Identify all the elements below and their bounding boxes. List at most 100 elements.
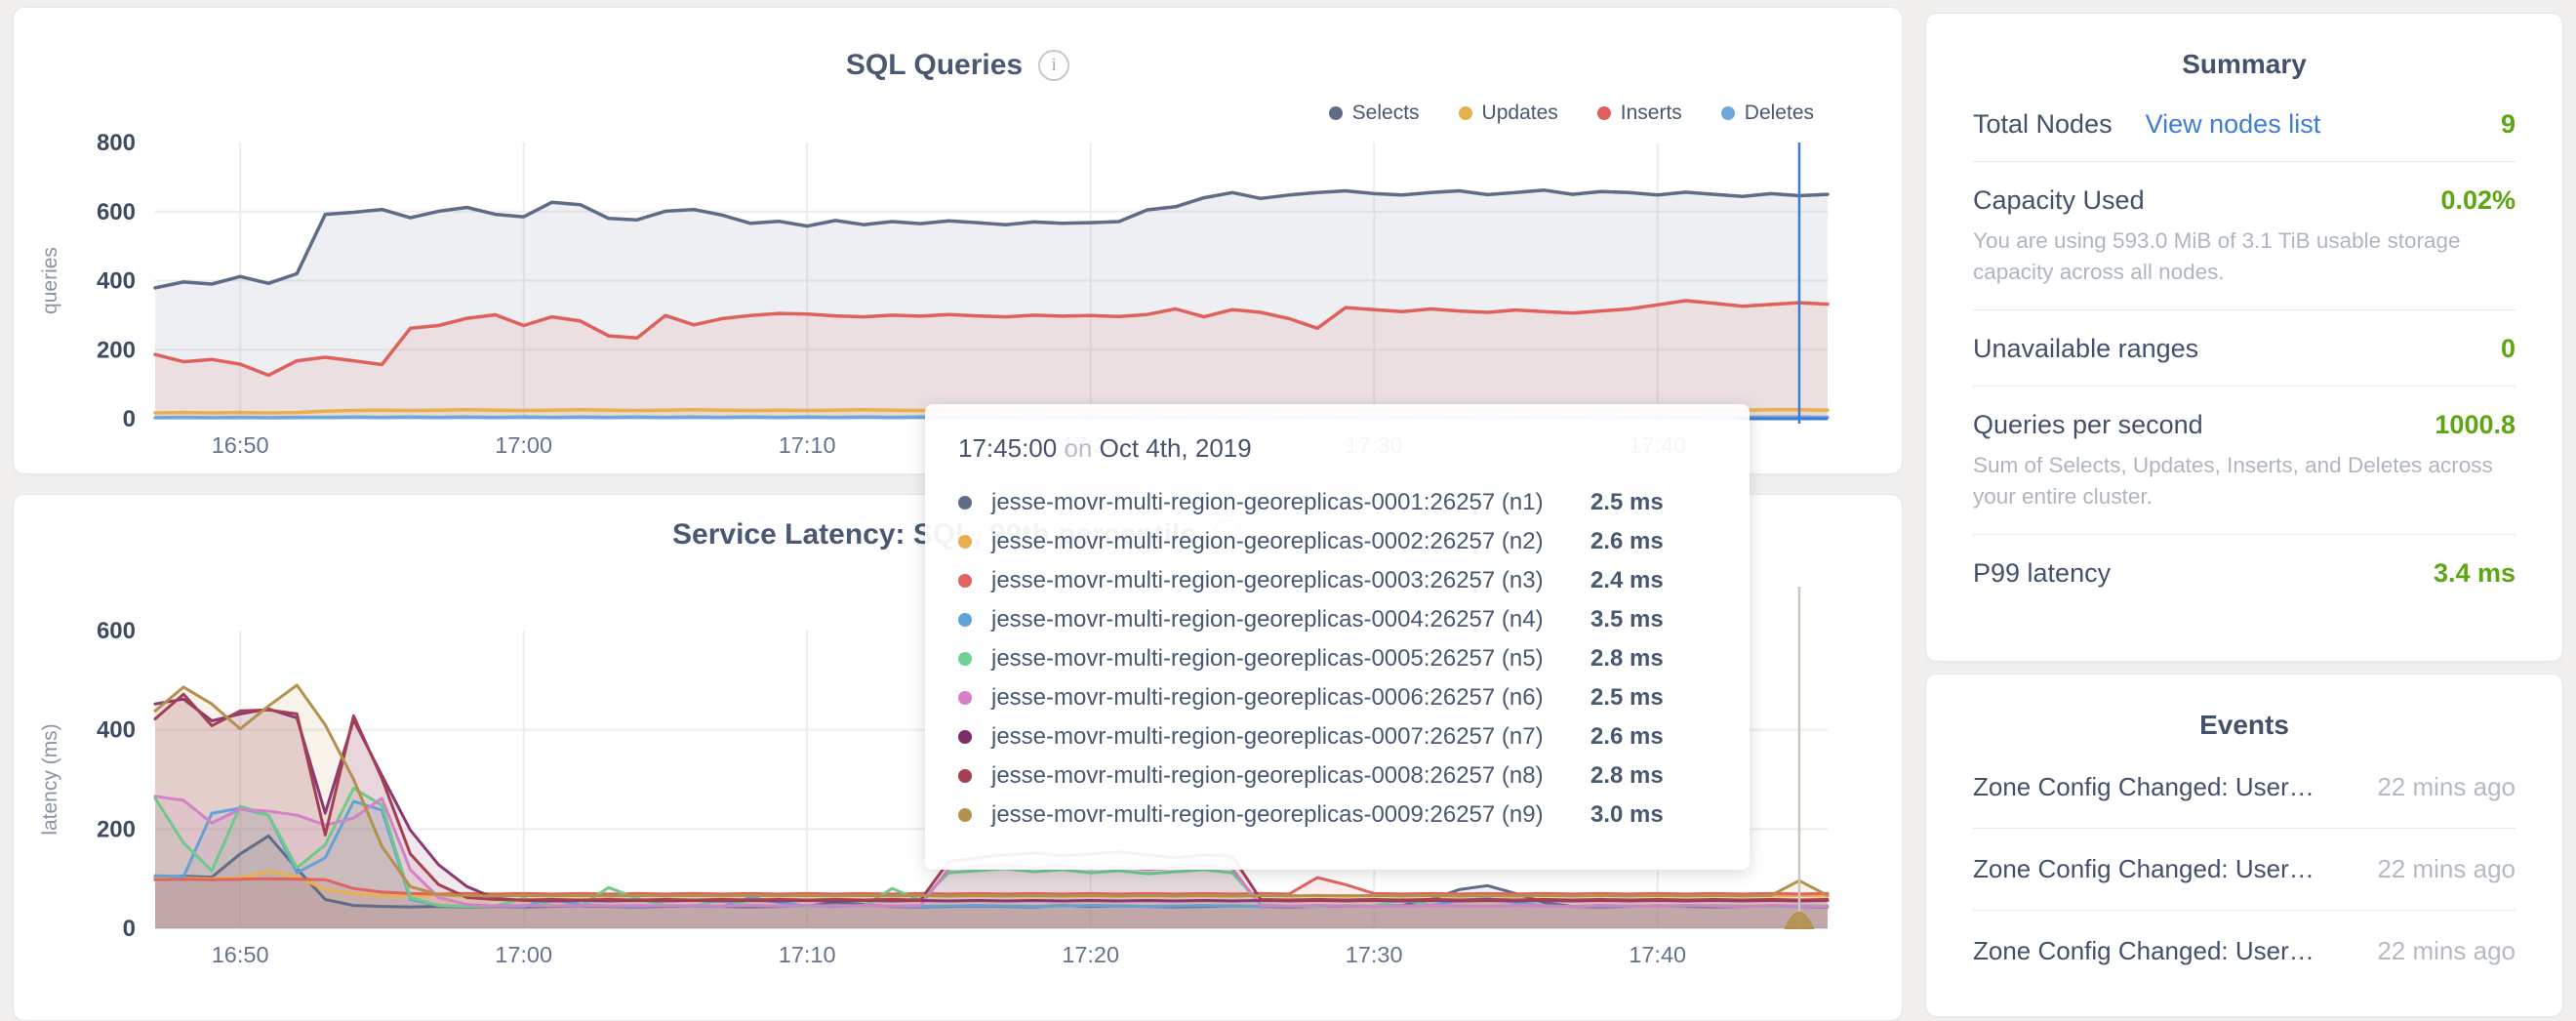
legend-dot (1328, 106, 1343, 120)
y-axis-tick-label: 800 (97, 130, 136, 156)
x-axis-tick-label: 17:40 (1629, 942, 1686, 967)
legend-item-deletes[interactable]: Deletes (1720, 102, 1814, 125)
tooltip-node-row: jesse-movr-multi-region-georeplicas-0005… (958, 639, 1750, 678)
y-axis-title: queries (39, 247, 61, 314)
node-name: jesse-movr-multi-region-georeplicas-0009… (991, 801, 1544, 828)
qps-value: 1000.8 (2435, 409, 2516, 439)
total-nodes-value: 9 (2500, 109, 2516, 139)
x-axis-tick-label: 17:10 (779, 432, 836, 458)
event-text: Zone Config Changed: User… (1973, 936, 2314, 965)
event-time: 22 mins ago (2377, 936, 2516, 965)
tooltip-node-row: jesse-movr-multi-region-georeplicas-0007… (958, 717, 1750, 756)
sql-queries-panel: SQL Queries i Selects Updates Inserts Delet… (13, 7, 1903, 474)
summary-row-queries-per-second: Queries per second 1000.8 Sum of Selects… (1973, 387, 2516, 535)
node-latency-value: 2.8 ms (1590, 762, 1664, 789)
event-text: Zone Config Changed: User… (1973, 772, 2314, 801)
node-name: jesse-movr-multi-region-georeplicas-0002… (991, 528, 1544, 554)
tooltip-node-row: jesse-movr-multi-region-georeplicas-0002… (958, 522, 1750, 561)
hover-point-bump (1784, 912, 1815, 929)
event-time: 22 mins ago (2377, 854, 2516, 883)
x-axis-tick-label: 17:00 (495, 942, 552, 967)
y-axis-tick-label: 600 (97, 199, 136, 225)
node-name: jesse-movr-multi-region-georeplicas-0003… (991, 567, 1544, 593)
node-color-dot (958, 574, 972, 588)
node-latency-value: 2.4 ms (1590, 567, 1664, 593)
node-color-dot (958, 691, 972, 705)
event-row[interactable]: Zone Config Changed: User… 22 mins ago (1973, 747, 2516, 829)
tooltip-node-row: jesse-movr-multi-region-georeplicas-0009… (958, 796, 1750, 835)
qps-label: Queries per second (1973, 409, 2203, 439)
node-color-dot (958, 769, 972, 783)
series-line (153, 299, 1830, 378)
legend-dot (1596, 106, 1611, 120)
capacity-used-subtext: You are using 593.0 MiB of 3.1 TiB usabl… (1973, 228, 2461, 284)
unavailable-ranges-label: Unavailable ranges (1973, 333, 2199, 363)
tooltip-node-row: jesse-movr-multi-region-georeplicas-0006… (958, 678, 1750, 717)
x-axis-tick-label: 17:10 (779, 942, 836, 967)
tooltip-on-word: on (1064, 433, 1093, 463)
legend-dot (1458, 106, 1472, 120)
node-color-dot (958, 730, 972, 744)
legend-item-inserts[interactable]: Inserts (1596, 102, 1682, 125)
summary-row-total-nodes: Total Nodes View nodes list 9 (1973, 86, 2516, 162)
qps-subtext: Sum of Selects, Updates, Inserts, and De… (1973, 452, 2493, 509)
service-latency-chart[interactable]: 16:50 17:00 17:10 17:20 17:30 17:40 600 400 200 0… (14, 495, 1902, 975)
event-row[interactable]: Zone Config Changed: User… 22 mins ago (1973, 911, 2516, 992)
summary-row-unavailable-ranges: Unavailable ranges 0 (1973, 310, 2516, 387)
summary-panel: Summary Total Nodes View nodes list 9 Ca… (1925, 13, 2563, 662)
cluster-dashboard: { "colors": { "accent_link": "#3B7DD8", … (13, 7, 2563, 1021)
event-row[interactable]: Zone Config Changed: User… 22 mins ago (1973, 829, 2516, 911)
series-area (155, 189, 1828, 419)
y-axis-tick-label: 200 (97, 816, 136, 842)
node-latency-value: 2.8 ms (1590, 645, 1664, 672)
x-axis-tick-label: 17:00 (495, 432, 552, 458)
events-title: Events (2199, 710, 2289, 740)
view-nodes-list-link[interactable]: View nodes list (2145, 109, 2321, 139)
node-color-dot (958, 535, 972, 549)
y-axis-tick-label: 0 (123, 916, 136, 942)
total-nodes-label: Total Nodes (1973, 109, 2113, 139)
p99-latency-label: P99 latency (1973, 557, 2112, 588)
node-latency-value: 2.6 ms (1590, 528, 1664, 554)
x-axis-tick-label: 16:50 (212, 432, 269, 458)
summary-title: Summary (2182, 49, 2307, 79)
event-time: 22 mins ago (2377, 772, 2516, 801)
node-name: jesse-movr-multi-region-georeplicas-0006… (991, 684, 1544, 711)
x-axis-tick-label: 17:20 (1062, 942, 1119, 967)
tooltip-date: Oct 4th, 2019 (1099, 433, 1252, 463)
summary-row-capacity-used: Capacity Used 0.02% You are using 593.0 … (1973, 162, 2516, 310)
p99-latency-value: 3.4 ms (2433, 557, 2516, 588)
legend-item-updates[interactable]: Updates (1458, 102, 1558, 125)
legend-label: Selects (1351, 102, 1420, 124)
legend-label: Inserts (1620, 102, 1682, 124)
tooltip-node-row: jesse-movr-multi-region-georeplicas-0004… (958, 600, 1750, 639)
capacity-used-label: Capacity Used (1973, 185, 2145, 215)
node-latency-value: 3.5 ms (1590, 606, 1664, 633)
x-axis-tick-label: 16:50 (212, 942, 269, 967)
unavailable-ranges-value: 0 (2500, 333, 2516, 363)
series-area (155, 878, 1828, 928)
capacity-used-value: 0.02% (2440, 185, 2516, 215)
node-name: jesse-movr-multi-region-georeplicas-0001… (991, 489, 1544, 515)
legend-item-selects[interactable]: Selects (1328, 102, 1420, 125)
node-latency-value: 2.5 ms (1590, 684, 1664, 711)
legend-dot (1720, 106, 1735, 120)
node-latency-value: 2.6 ms (1590, 723, 1664, 750)
x-axis-tick-label: 17:30 (1346, 942, 1403, 967)
tooltip-timestamp: 17:45:00 on Oct 4th, 2019 (958, 433, 1750, 464)
legend-label: Updates (1481, 102, 1558, 124)
node-color-dot (958, 652, 972, 666)
tooltip-node-row: jesse-movr-multi-region-georeplicas-0003… (958, 561, 1750, 600)
y-axis-tick-label: 0 (123, 406, 136, 432)
summary-row-p99-latency: P99 latency 3.4 ms (1973, 535, 2516, 610)
info-icon[interactable]: i (1038, 50, 1070, 81)
y-axis-tick-label: 400 (97, 717, 136, 744)
y-axis-title: latency (ms) (39, 723, 61, 835)
node-name: jesse-movr-multi-region-georeplicas-0005… (991, 645, 1544, 672)
node-latency-value: 3.0 ms (1590, 801, 1664, 828)
tooltip-time: 17:45:00 (958, 433, 1058, 463)
node-name: jesse-movr-multi-region-georeplicas-0004… (991, 606, 1544, 633)
node-name: jesse-movr-multi-region-georeplicas-0008… (991, 762, 1544, 789)
events-panel: Events Zone Config Changed: User… 22 min… (1925, 674, 2563, 1017)
series-area (155, 684, 1828, 928)
